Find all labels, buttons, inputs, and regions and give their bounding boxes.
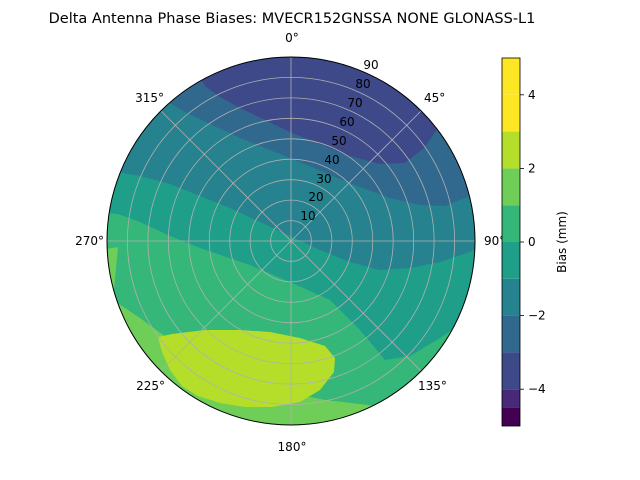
- colorbar-segment: [502, 58, 520, 95]
- colorbar-segment: [502, 407, 520, 426]
- colorbar-segment: [502, 205, 520, 242]
- colorbar-segment: [502, 168, 520, 206]
- radial-tick-label: 90: [363, 58, 378, 72]
- polar-plot: 10 20 30 40 50 60 70 80 90 0° 45° 90° 13…: [75, 31, 505, 454]
- radial-tick-label: 50: [331, 134, 346, 148]
- angular-tick-label-225: 225°: [136, 379, 165, 393]
- angular-tick-label-90: 90°: [484, 234, 505, 248]
- angular-tick-labels: 0° 45° 90° 135° 180° 225° 270° 315°: [75, 31, 505, 454]
- polar-frame: [106, 56, 476, 426]
- colorbar-ticks: −4 −2 0 2 4: [520, 88, 546, 396]
- colorbar-segment: [502, 278, 520, 316]
- colorbar-segment: [502, 352, 520, 390]
- angular-tick-label-270: 270°: [75, 234, 104, 248]
- colorbar-tick-label: 0: [528, 235, 536, 249]
- colorbar: −4 −2 0 2 4 Bias (mm): [501, 57, 569, 427]
- colorbar-segment: [502, 389, 520, 408]
- colorbar-tick-label: 2: [528, 161, 536, 175]
- chart-title: Delta Antenna Phase Biases: MVECR152GNSS…: [49, 11, 536, 27]
- radial-tick-label: 60: [339, 115, 354, 129]
- angular-grid-line: [160, 110, 292, 242]
- radial-tick-label: 70: [347, 96, 362, 110]
- colorbar-segment: [502, 242, 520, 279]
- radial-tick-label: 80: [355, 77, 370, 91]
- angular-gridlines: [107, 57, 475, 425]
- angular-tick-label-0: 0°: [285, 31, 299, 45]
- colorbar-tick-label: −2: [528, 309, 546, 323]
- angular-tick-label-45: 45°: [424, 91, 445, 105]
- radial-tick-label: 30: [316, 172, 331, 186]
- angular-grid-line: [160, 240, 292, 372]
- colorbar-label: Bias (mm): [555, 211, 569, 273]
- colorbar-segment: [502, 94, 520, 132]
- colorbar-segments: [502, 58, 520, 426]
- radial-tick-label: 20: [308, 190, 323, 204]
- radial-tick-label: 40: [324, 153, 339, 167]
- angular-tick-label-180: 180°: [278, 440, 307, 454]
- angular-grid-line: [290, 110, 422, 242]
- colorbar-segment: [502, 315, 520, 353]
- angular-grid-line: [290, 240, 422, 372]
- angular-tick-label-315: 315°: [135, 91, 164, 105]
- colorbar-segment: [502, 131, 520, 169]
- radial-tick-labels: 10 20 30 40 50 60 70 80 90: [300, 58, 378, 223]
- colorbar-tick-label: 4: [528, 88, 536, 102]
- colorbar-tick-label: −4: [528, 382, 546, 396]
- radial-tick-label: 10: [300, 209, 315, 223]
- angular-tick-label-135: 135°: [418, 379, 447, 393]
